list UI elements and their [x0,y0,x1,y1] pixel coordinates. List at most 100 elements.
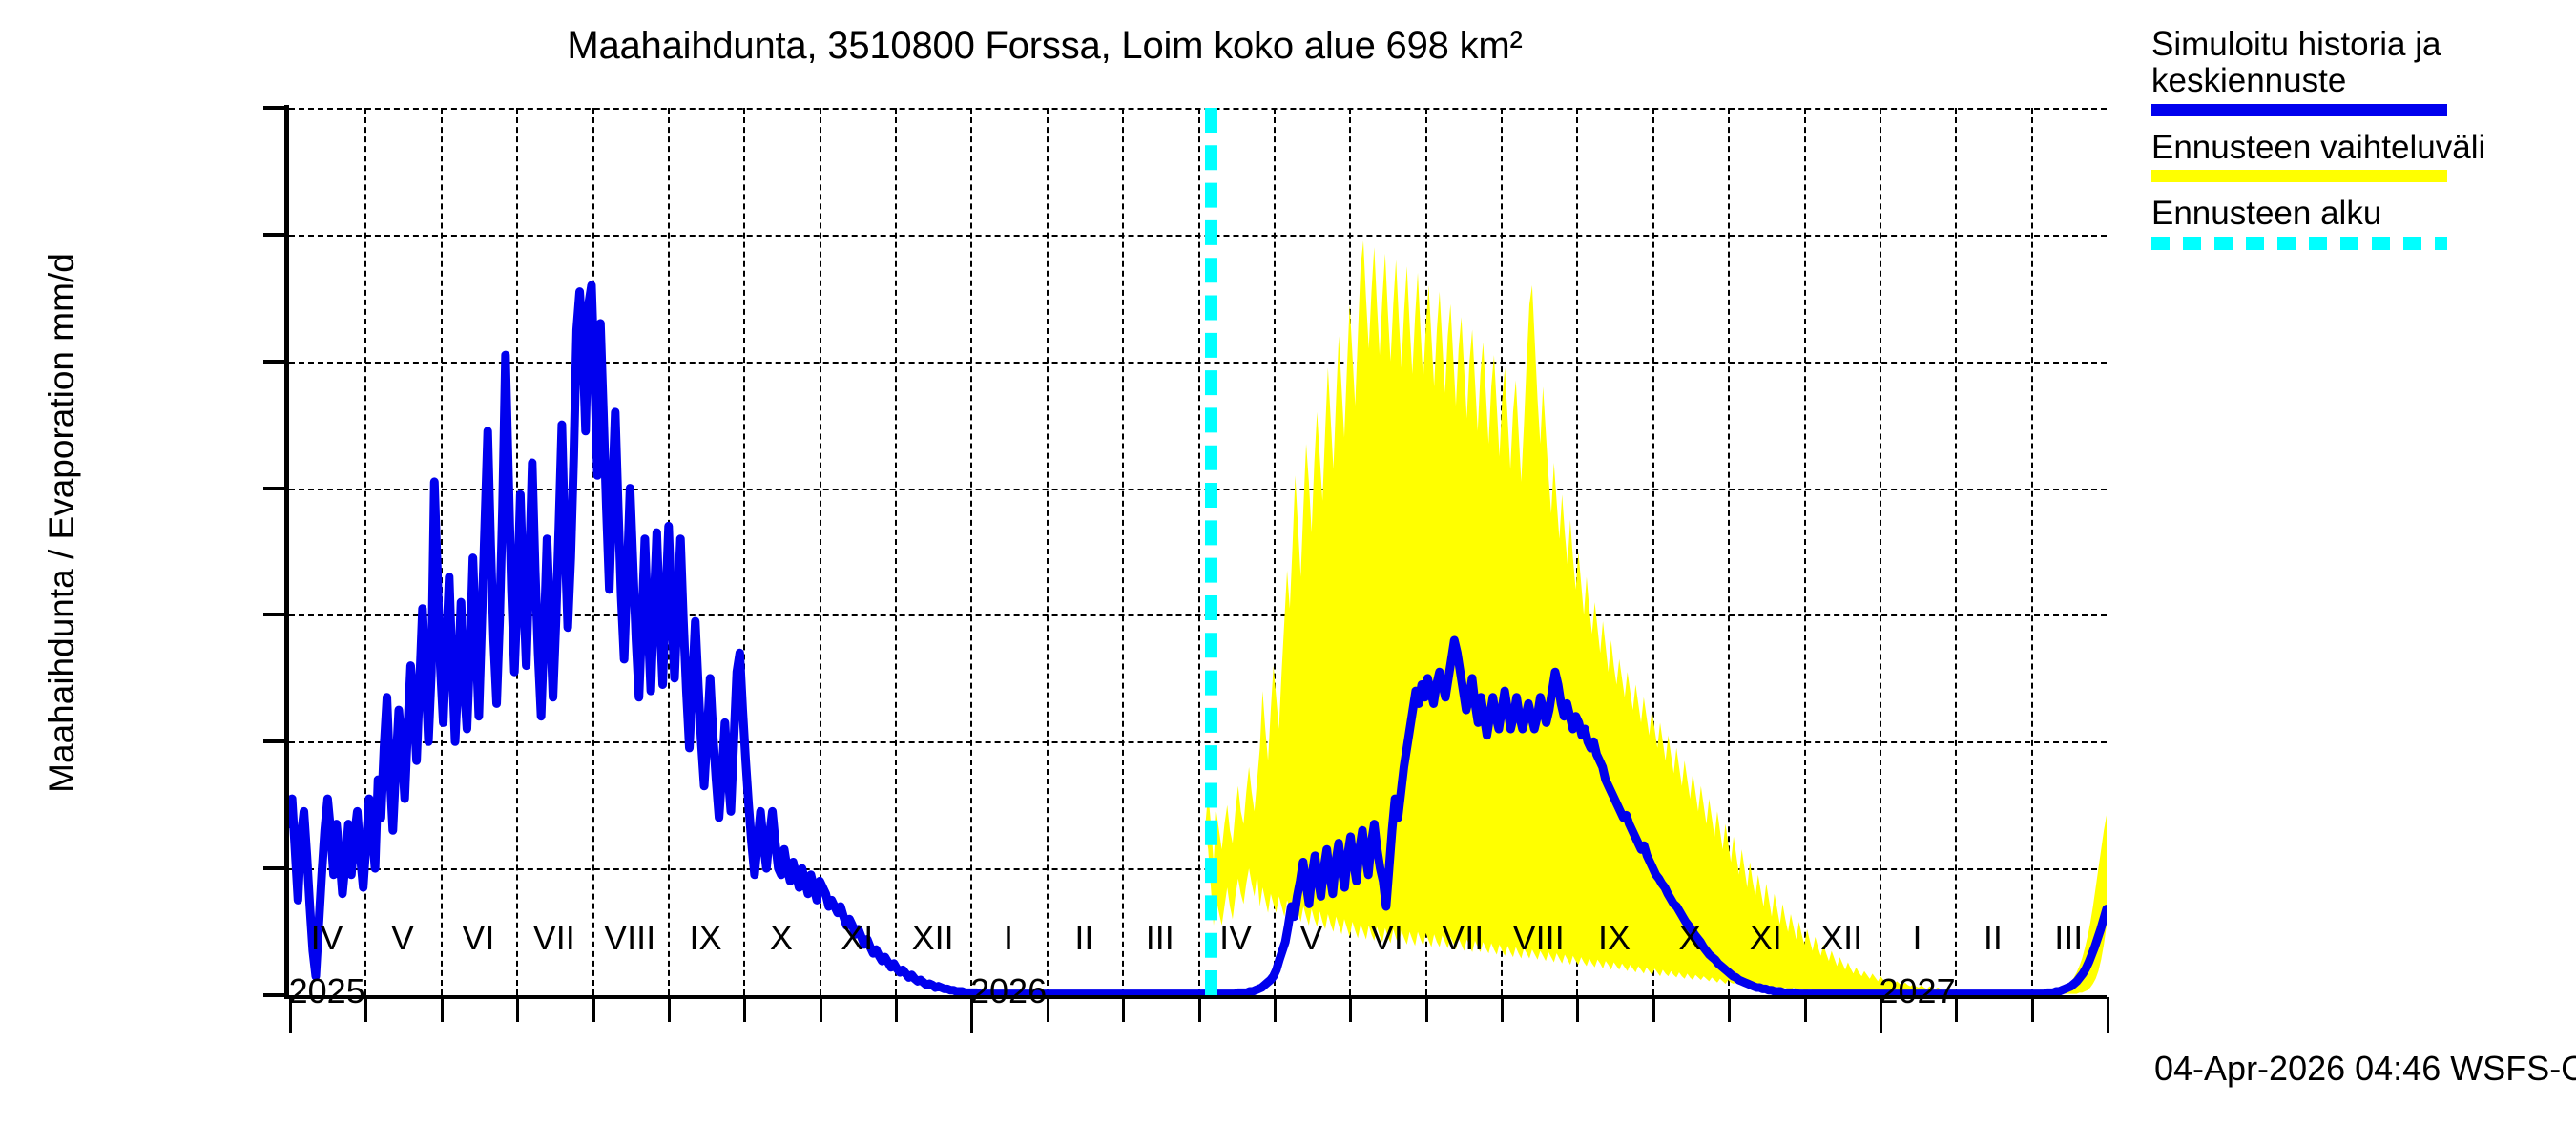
x-axis-month-label: X [1678,918,1702,957]
y-axis-label: Maahaihdunta / Evaporation mm/d [42,253,81,793]
gridline-vertical [1803,108,1806,995]
forecast-start-marker [1205,108,1218,995]
gridline-vertical [1046,108,1049,995]
x-axis-tick [1046,997,1049,1022]
gridline-vertical [1652,108,1654,995]
legend: Simuloitu historia ja keskiennuste Ennus… [2151,27,2562,263]
gridline-vertical [364,108,367,995]
x-axis-tick [667,997,671,1022]
gridline-vertical [819,108,821,995]
x-axis-year-label: 2027 [1879,971,1956,1010]
x-axis-tick [1501,997,1504,1022]
x-axis-tick [743,997,747,1022]
y-axis-tick [263,739,289,744]
x-axis-month-label: VIII [604,918,656,957]
y-axis-tick [263,486,289,490]
x-axis-tick [592,997,595,1022]
gridline-vertical [1273,108,1276,995]
x-axis-tick [1576,997,1580,1022]
legend-label-forecast-start: Ennusteen alku [2151,195,2382,233]
gridline-vertical [895,108,897,995]
series-layer [289,240,2107,995]
x-axis-month-label: XI [841,918,874,957]
timestamp-footer: 04-Apr-2026 04:46 WSFS-O [2154,1049,2576,1088]
forecast-range-band [1205,240,2107,994]
y-axis-tick [263,866,289,871]
x-axis-tick [440,997,444,1022]
gridline-vertical [1728,108,1731,995]
x-axis-month-label: X [769,918,793,957]
x-axis-tick [1349,997,1353,1022]
legend-item-forecast-range: Ennusteen vaihteluväli [2151,128,2562,183]
gridline-vertical [592,108,594,995]
x-axis-tick [895,997,898,1022]
x-axis-tick [1424,997,1428,1022]
legend-swatch-yellow-band [2151,170,2447,183]
y-axis-tick [263,106,289,110]
x-axis-month-label: II [1074,918,1094,957]
legend-label-forecast-range: Ennusteen vaihteluväli [2151,128,2486,166]
x-axis-tick [2030,997,2034,1022]
page-title: Maahaihdunta, 3510800 Forssa, Loim koko … [567,25,1523,67]
x-axis-year-label: 2025 [288,971,365,1010]
y-axis-tick [263,359,289,364]
legend-label-history-mean: Simuloitu historia ja keskiennuste [2151,26,2441,99]
x-axis-month-label: V [391,918,415,957]
x-axis-month-label: III [1145,918,1174,957]
x-axis-month-label: VI [1370,918,1403,957]
x-axis-month-label: VIII [1512,918,1565,957]
x-axis-month-label: I [1004,918,1014,957]
x-axis-month-label: VII [532,918,575,957]
gridline-vertical [440,108,443,995]
y-axis-tick [263,232,289,237]
legend-item-forecast-start: Ennusteen alku [2151,195,2562,251]
x-axis-month-label: VI [462,918,495,957]
legend-item-history-mean: Simuloitu historia ja keskiennuste [2151,27,2562,116]
plot-area [263,105,2109,1033]
x-axis-month-label: XI [1749,918,1782,957]
x-axis-month-label: IX [1598,918,1631,957]
gridline-vertical [1576,108,1579,995]
x-axis-tick [1652,997,1655,1022]
gridline-vertical [1197,108,1200,995]
y-axis-line [284,105,289,998]
x-axis-tick [516,997,520,1022]
x-axis-month-label: V [1299,918,1323,957]
x-axis-month-label: II [1983,918,2003,957]
x-axis-month-label: XII [1820,918,1863,957]
x-axis-month-label: III [2054,918,2084,957]
gridline-vertical [970,108,973,995]
y-axis-label-wrapper: Maahaihdunta / Evaporation mm/d [42,141,86,905]
x-axis-tick [1122,997,1126,1022]
x-axis-tick [970,997,974,1033]
gridline-vertical [1879,108,1881,995]
simulated-history-and-mean-forecast-line [289,281,2107,995]
x-axis-month-label: I [1912,918,1922,957]
x-axis-tick [2107,997,2109,1033]
gridline-vertical [1122,108,1125,995]
x-axis-line [284,995,2107,999]
gridline-vertical [743,108,746,995]
x-axis-tick [289,997,292,1033]
x-axis-month-label: IV [1219,918,1253,957]
x-axis-tick [1197,997,1201,1022]
x-axis-tick [1879,997,1882,1033]
x-axis-month-label: IX [689,918,722,957]
x-axis-month-label: IV [310,918,343,957]
x-axis-tick [819,997,822,1022]
x-axis-month-label: XII [911,918,954,957]
x-axis-month-label: VII [1442,918,1485,957]
x-axis-year-label: 2026 [970,971,1048,1010]
x-axis-tick [1728,997,1732,1022]
y-axis-tick [263,613,289,617]
x-axis-tick [1803,997,1807,1022]
legend-swatch-cyan-dashed [2151,237,2447,251]
legend-swatch-blue-line [2151,103,2447,116]
x-axis-tick [364,997,368,1022]
y-axis-tick [263,993,289,997]
gridline-vertical [2030,108,2033,995]
x-axis-tick [1273,997,1277,1022]
x-axis-tick [1955,997,1959,1022]
gridline-vertical [1955,108,1958,995]
